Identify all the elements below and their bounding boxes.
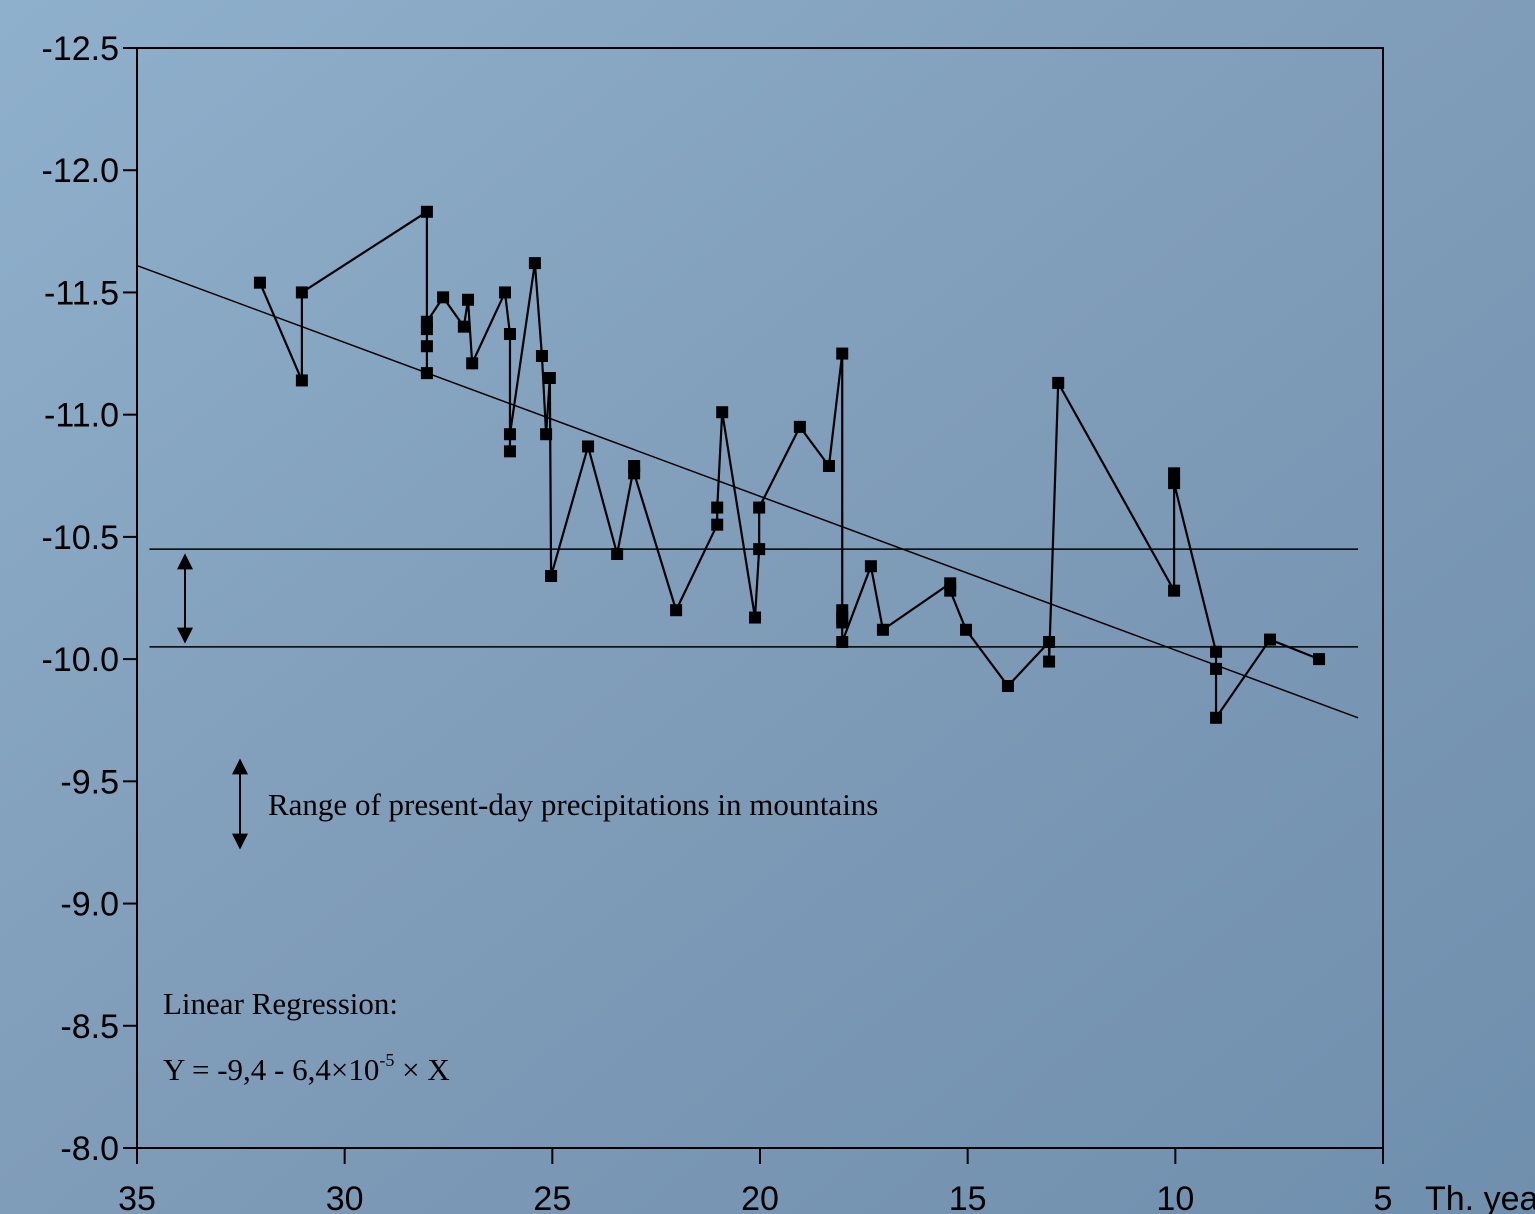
data-point (1210, 712, 1222, 724)
equation-tail: × X (394, 1052, 449, 1087)
data-point (504, 428, 516, 440)
data-point (753, 543, 765, 555)
data-point (960, 624, 972, 636)
data-point (877, 624, 889, 636)
data-point (545, 570, 557, 582)
data-point (794, 421, 806, 433)
data-point (823, 460, 835, 472)
data-point (836, 348, 848, 360)
data-point (711, 502, 723, 514)
data-point (1313, 653, 1325, 665)
data-point (670, 604, 682, 616)
data-point (628, 467, 640, 479)
data-point (437, 291, 449, 303)
equation-main: Y = -9,4 - 6,4×10 (163, 1052, 379, 1087)
data-point (1002, 680, 1014, 692)
data-point (749, 612, 761, 624)
data-point (499, 286, 511, 298)
data-point (421, 206, 433, 218)
x-tick-label: 15 (949, 1180, 987, 1214)
data-point (296, 374, 308, 386)
equation: Y = -9,4 - 6,4×10-5 × X (163, 1050, 450, 1087)
y-tick-label: -12.0 (42, 152, 120, 190)
equation-exponent: -5 (379, 1050, 394, 1070)
data-point (421, 316, 433, 328)
page: {"chart_data": {"type": "line", "x_label… (0, 0, 1535, 1214)
y-tick-label: -9.0 (60, 886, 119, 924)
data-point (536, 350, 548, 362)
data-point (462, 294, 474, 306)
data-point (421, 340, 433, 352)
data-point (544, 372, 556, 384)
data-point (1043, 656, 1055, 668)
data-point (1043, 636, 1055, 648)
data-point (716, 406, 728, 418)
y-tick-label: -8.0 (60, 1130, 119, 1168)
y-tick-label: -11.0 (44, 397, 119, 435)
x-tick-label: 35 (118, 1180, 156, 1214)
y-tick-label: -9.5 (60, 763, 119, 801)
data-point (421, 367, 433, 379)
range-note: Range of present-day precipitations in m… (268, 787, 878, 822)
data-point (529, 257, 541, 269)
data-point (711, 519, 723, 531)
y-tick-label: -10.5 (42, 519, 120, 557)
data-point (1210, 646, 1222, 658)
y-tick-label: -12.5 (42, 30, 120, 68)
data-point (504, 445, 516, 457)
y-tick-label: -10.0 (42, 641, 120, 679)
data-point (944, 585, 956, 597)
data-point (296, 286, 308, 298)
y-tick-label: -8.5 (60, 1008, 119, 1046)
data-point (836, 616, 848, 628)
data-point (582, 440, 594, 452)
x-axis-label: Th. years (1425, 1180, 1535, 1214)
chart: Range of present-day precipitations in m… (0, 0, 1535, 1214)
x-tick-label: 5 (1374, 1180, 1393, 1214)
data-point (1052, 377, 1064, 389)
x-tick-label: 25 (533, 1180, 571, 1214)
x-tick-label: 20 (741, 1180, 779, 1214)
data-point (836, 636, 848, 648)
data-point (1168, 585, 1180, 597)
x-tick-label: 30 (326, 1180, 364, 1214)
data-point (466, 357, 478, 369)
data-point (1168, 477, 1180, 489)
x-tick-label: 10 (1156, 1180, 1194, 1214)
data-point (458, 321, 470, 333)
data-point (540, 428, 552, 440)
data-point (254, 277, 266, 289)
data-point (1210, 663, 1222, 675)
data-point (1264, 634, 1276, 646)
y-tick-label: -11.5 (44, 274, 119, 312)
regression-title: Linear Regression: (163, 986, 398, 1021)
data-point (865, 560, 877, 572)
background (0, 0, 1535, 1214)
data-point (504, 328, 516, 340)
data-point (753, 502, 765, 514)
data-point (611, 548, 623, 560)
